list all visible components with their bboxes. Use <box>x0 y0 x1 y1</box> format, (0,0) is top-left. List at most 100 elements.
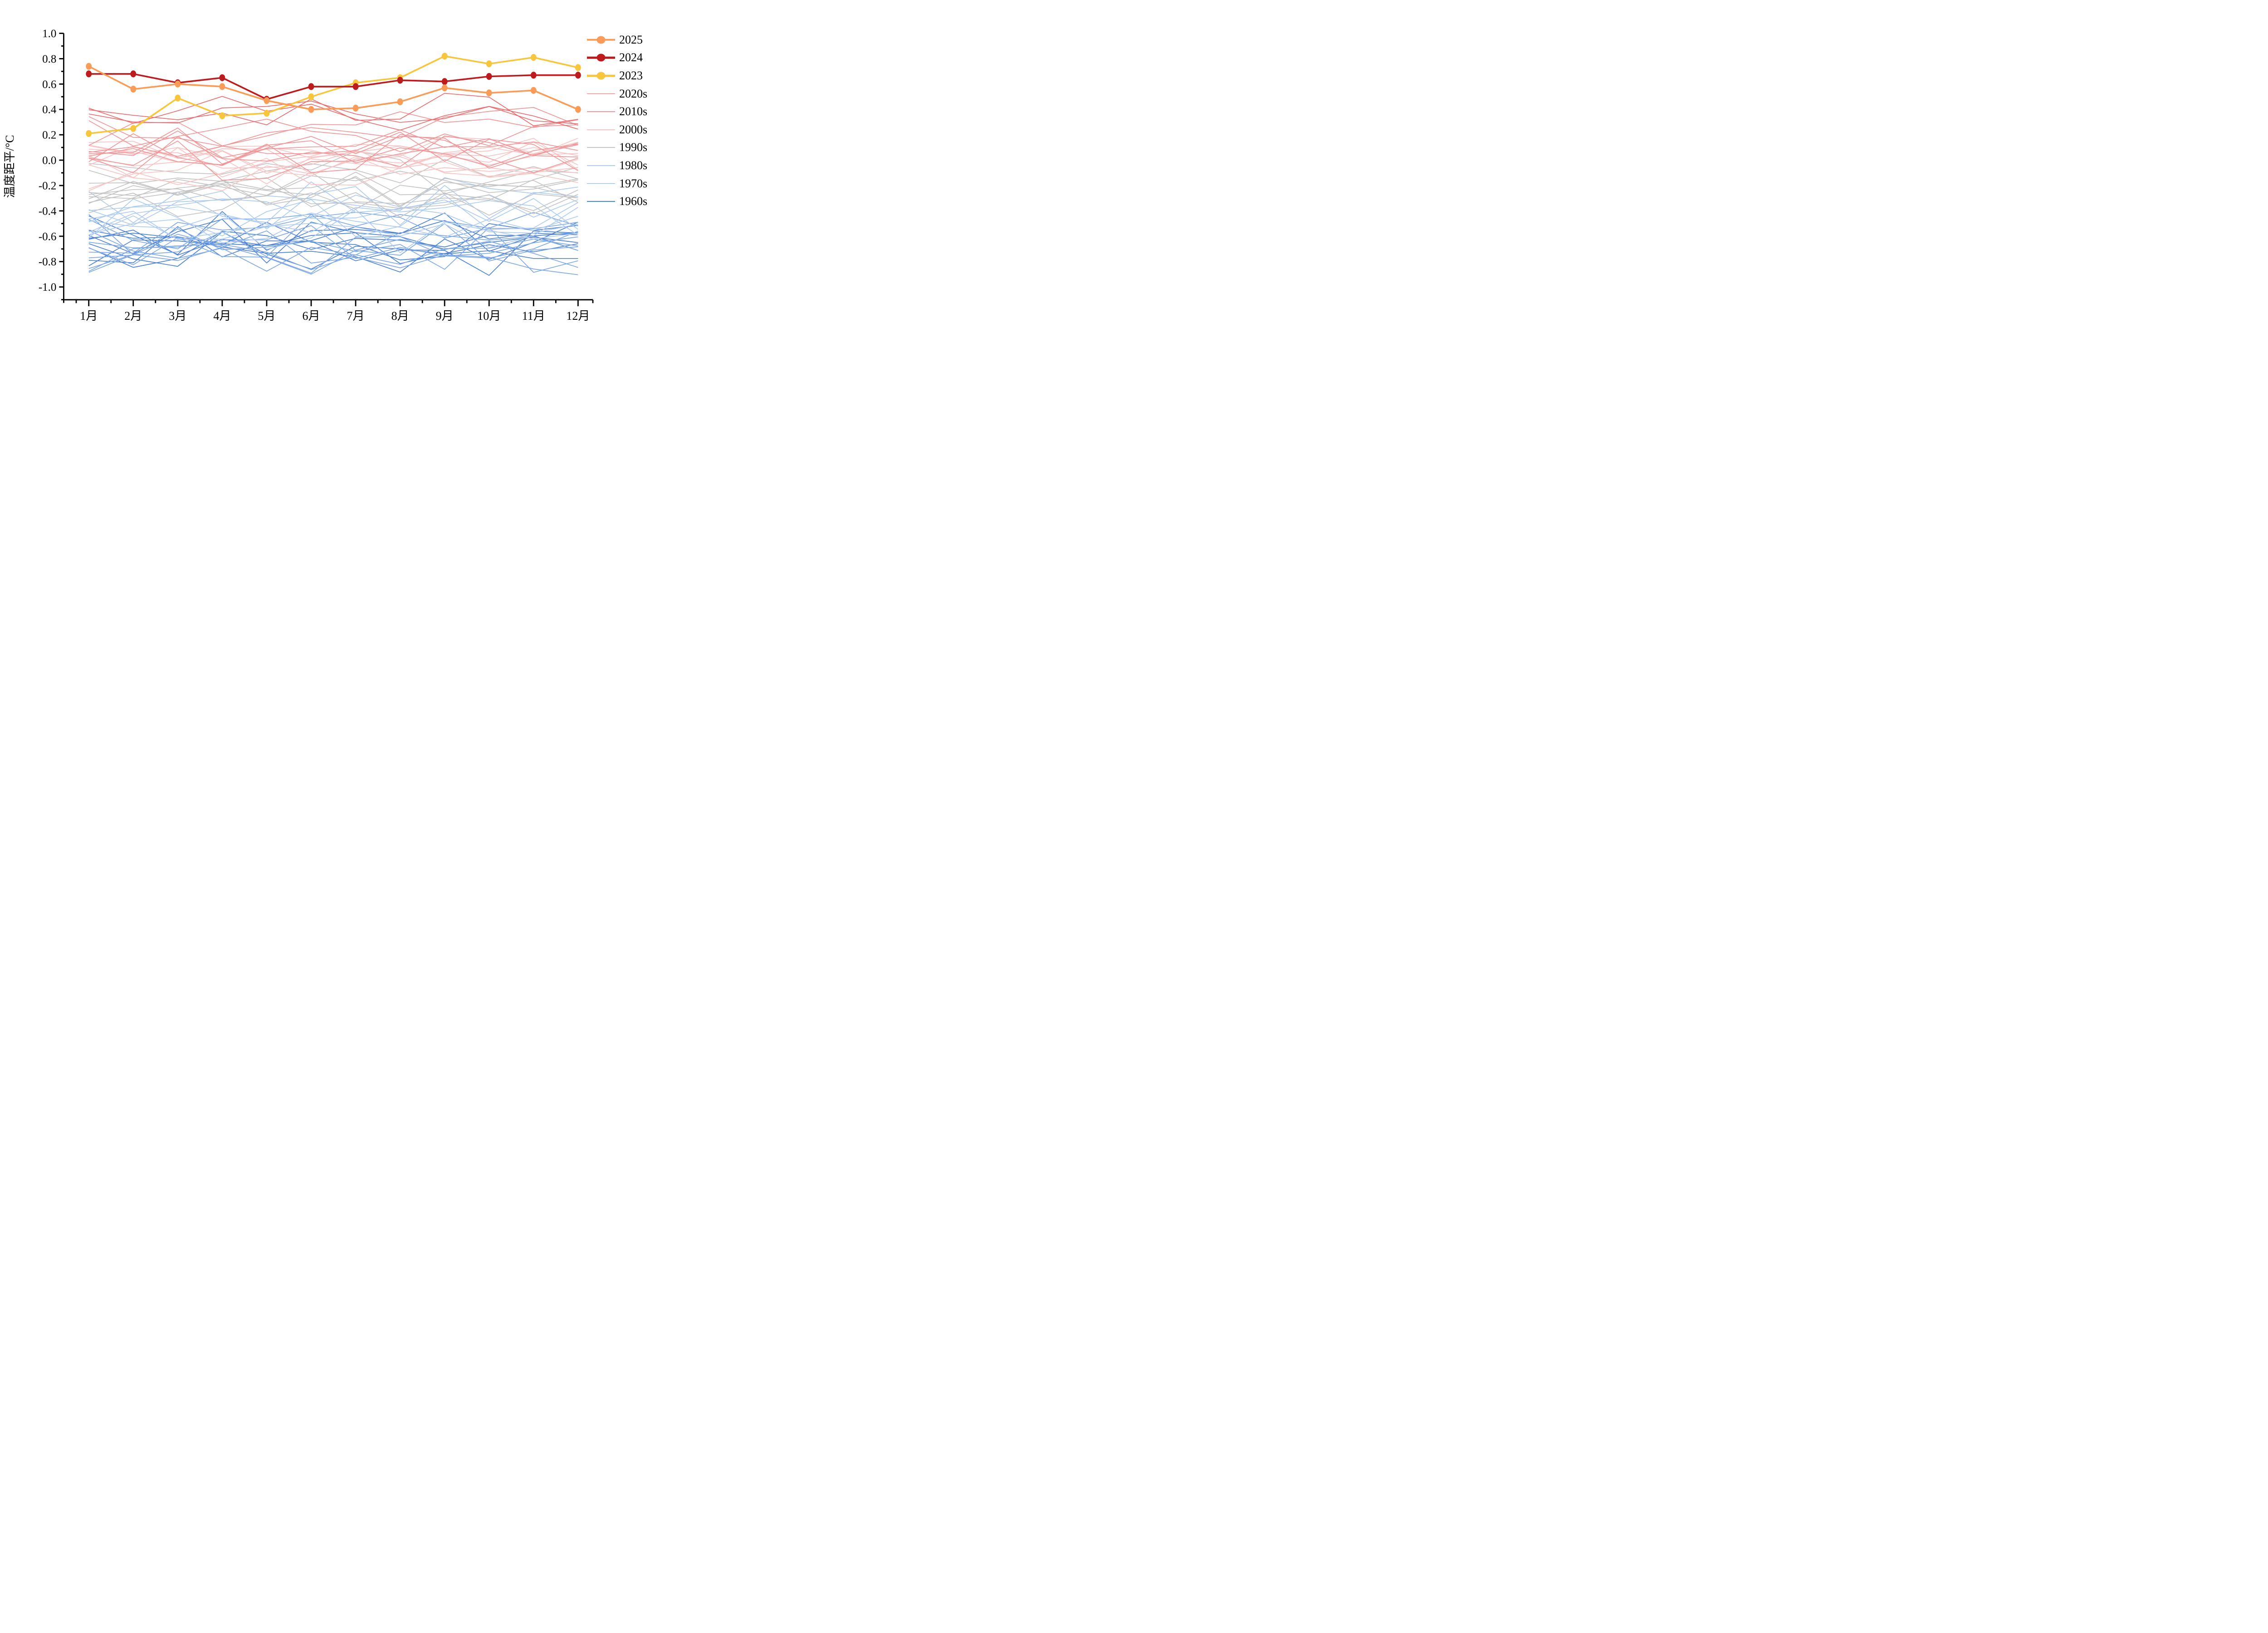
y-tick-label: 0.4 <box>42 104 57 116</box>
legend-label: 1960s <box>619 195 648 208</box>
x-tick-label: 5月 <box>258 309 275 323</box>
decade-line-2010s <box>88 140 578 181</box>
decade-line-1990s <box>88 171 578 211</box>
legend-label: 2023 <box>619 68 643 82</box>
decade-line-2020s <box>88 100 578 124</box>
decade-line-2010s <box>88 135 578 173</box>
series-marker-2024 <box>86 70 92 78</box>
legend-marker-icon <box>596 54 606 62</box>
x-tick-label: 8月 <box>391 309 409 323</box>
legend-line-sample <box>587 111 615 112</box>
series-marker-2024 <box>352 83 359 90</box>
decade-line-2020s <box>88 93 578 127</box>
legend-item-1960s: 1960s <box>587 192 647 210</box>
series-marker-2024 <box>486 73 492 80</box>
legend-label: 1990s <box>619 141 648 154</box>
series-marker-2024 <box>441 78 448 85</box>
y-tick-label: 0.0 <box>42 155 56 167</box>
legend-swatch-2023 <box>587 71 615 80</box>
y-tick-label: -0.6 <box>39 230 57 243</box>
legend-swatch-1960s <box>587 197 615 206</box>
x-tick-label: 1月 <box>80 309 98 323</box>
legend-swatch-1970s <box>587 179 615 188</box>
y-tick-label: -0.8 <box>39 256 57 268</box>
x-tick-label: 6月 <box>302 309 320 323</box>
series-marker-2024 <box>530 72 537 79</box>
legend-label: 1970s <box>619 176 648 190</box>
legend-item-2023: 2023 <box>587 67 647 85</box>
decade-line-2010s <box>88 132 578 171</box>
x-tick-label: 10月 <box>477 309 501 323</box>
x-tick-label: 2月 <box>124 309 142 323</box>
series-marker-2023 <box>264 110 270 117</box>
series-line-2024 <box>88 73 578 100</box>
x-tick-label: 4月 <box>213 309 231 323</box>
legend: 2025 2024 2023 2020s 2010s 2000s 1990s 1980s 197… <box>587 31 647 210</box>
series-marker-2024 <box>308 83 314 90</box>
temperature-anomaly-figure: 1.0 0.8 0.6 0.4 0.2 0.0 -0.2 -0.4 -0.6 -0.8 -1.0 1月… <box>0 0 667 333</box>
decade-line-1990s <box>88 171 578 201</box>
legend-label: 1980s <box>619 158 648 172</box>
series-marker-2025 <box>352 104 359 112</box>
decade-line-2000s <box>88 137 578 178</box>
series-marker-2023 <box>575 64 581 71</box>
legend-item-1990s: 1990s <box>587 139 647 157</box>
legend-label: 2025 <box>619 33 643 46</box>
decade-line-1960s <box>88 222 578 266</box>
x-tick-label: 3月 <box>169 309 186 323</box>
x-tick-label: 12月 <box>566 309 590 323</box>
decade-line-1980s <box>88 194 578 237</box>
y-tick-label: -0.4 <box>39 205 57 217</box>
decade-line-1980s <box>88 177 578 226</box>
series-marker-2023 <box>530 54 537 61</box>
legend-line-sample <box>587 201 615 202</box>
series-marker-2025 <box>575 106 581 113</box>
decade-line-2010s <box>88 129 578 158</box>
legend-line-sample <box>587 93 615 94</box>
series-marker-2025 <box>486 89 492 97</box>
legend-item-2000s: 2000s <box>587 121 647 139</box>
series-marker-2023 <box>308 93 314 100</box>
legend-label: 2010s <box>619 105 648 118</box>
legend-swatch-2020s <box>587 89 615 98</box>
series-marker-2023 <box>86 130 92 137</box>
series-marker-2025 <box>441 84 448 92</box>
series-marker-2025 <box>86 63 92 70</box>
x-tick-label: 7月 <box>347 309 365 323</box>
legend-item-1970s: 1970s <box>587 175 647 193</box>
y-axis-title: 温度距平/°C <box>3 135 16 198</box>
series-marker-2024 <box>130 70 137 78</box>
decade-line-2000s <box>88 158 578 191</box>
series-marker-2023 <box>175 94 181 102</box>
series-marker-2025 <box>264 97 270 104</box>
decade-line-1970s <box>88 230 578 274</box>
series-marker-2023 <box>219 112 225 119</box>
y-tick-label: -1.0 <box>39 281 57 293</box>
decade-line-1970s <box>88 230 578 272</box>
decade-line-1970s <box>88 230 578 275</box>
series-marker-2024 <box>397 77 403 84</box>
series-marker-2023 <box>441 53 448 60</box>
decade-line-1970s <box>88 227 578 273</box>
legend-marker-icon <box>596 36 606 44</box>
decade-line-1990s <box>88 151 578 195</box>
y-tick-label: 1.0 <box>42 28 56 40</box>
decade-line-2020s <box>88 96 578 131</box>
legend-label: 2020s <box>619 87 648 100</box>
legend-item-2010s: 2010s <box>587 103 647 121</box>
series-marker-2025 <box>308 106 314 113</box>
series-marker-2025 <box>175 80 181 88</box>
series-marker-2024 <box>219 74 225 81</box>
series-marker-2025 <box>530 87 537 94</box>
decade-line-1990s <box>88 185 578 217</box>
legend-swatch-2024 <box>587 53 615 62</box>
legend-item-2024: 2024 <box>587 49 647 67</box>
legend-label: 2000s <box>619 122 648 136</box>
temperature-anomaly-chart: 1.0 0.8 0.6 0.4 0.2 0.0 -0.2 -0.4 -0.6 -0.8 -1.0 1月… <box>3 28 594 323</box>
decade-line-1980s <box>88 195 578 244</box>
series-marker-2025 <box>397 98 403 105</box>
legend-line-sample <box>587 165 615 166</box>
series-marker-2023 <box>486 60 492 68</box>
series-line-2025 <box>88 65 579 111</box>
y-tick-label: 0.6 <box>42 78 56 91</box>
